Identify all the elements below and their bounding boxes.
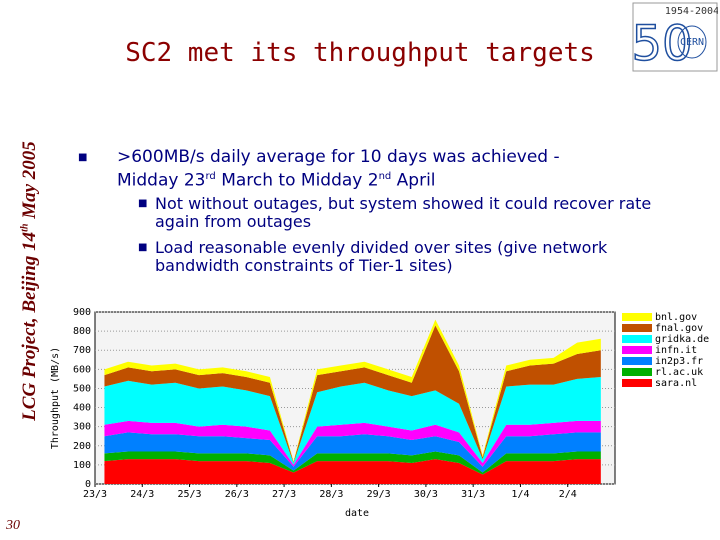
y-tick-label: 400 bbox=[73, 403, 91, 414]
x-tick-label: 23/3 bbox=[83, 489, 107, 500]
logo-frame bbox=[632, 2, 718, 72]
side-text-sup: th bbox=[19, 223, 31, 232]
bullet-marker: ■ bbox=[138, 242, 148, 253]
x-tick-label: 25/3 bbox=[177, 489, 201, 500]
y-tick-label: 200 bbox=[73, 441, 91, 452]
bullet-sup: nd bbox=[378, 171, 392, 182]
legend-swatch bbox=[622, 346, 652, 354]
x-tick-label: 2/4 bbox=[559, 489, 577, 500]
logo-years: 1954-2004 bbox=[665, 6, 718, 17]
legend-label: infn.it bbox=[655, 345, 697, 356]
y-tick-label: 0 bbox=[85, 479, 91, 490]
x-tick-label: 24/3 bbox=[130, 489, 154, 500]
y-tick-label: 800 bbox=[73, 326, 91, 337]
x-tick-label: 29/3 bbox=[367, 489, 391, 500]
bullet-part: April bbox=[391, 170, 436, 191]
page-number: 30 bbox=[6, 518, 20, 533]
legend-swatch bbox=[622, 379, 652, 387]
legend-label: sara.nl bbox=[655, 378, 697, 389]
legend-label: gridka.de bbox=[655, 334, 709, 345]
x-tick-label: 31/3 bbox=[461, 489, 485, 500]
logo-ring bbox=[677, 25, 707, 59]
logo: 1954-2004 50 CERN bbox=[632, 2, 718, 72]
legend-label: in2p3.fr bbox=[655, 356, 703, 367]
y-tick-label: 500 bbox=[73, 383, 91, 394]
y-axis-label: Throughput (MB/s) bbox=[50, 347, 61, 449]
legend-swatch bbox=[622, 335, 652, 343]
legend-swatch bbox=[622, 357, 652, 365]
area bbox=[104, 451, 601, 475]
bullet-part: March to Midday 2 bbox=[215, 170, 379, 191]
logo-name: CERN bbox=[680, 37, 704, 48]
bullet-part: >600MB/s daily average for 10 days was a… bbox=[117, 147, 560, 191]
chart: date Throughput (MB/s) 0 100 200 300 400 500 6… bbox=[50, 307, 709, 519]
bullet-marker: ■ bbox=[78, 152, 88, 163]
area bbox=[104, 325, 601, 463]
sub-bullet: Load reasonable evenly divided over site… bbox=[155, 238, 608, 275]
y-tick-label: 300 bbox=[73, 422, 91, 433]
x-tick-label: 30/3 bbox=[414, 489, 438, 500]
y-tick-label: 600 bbox=[73, 364, 91, 375]
y-tick-label: 100 bbox=[73, 460, 91, 471]
x-tick-label: 28/3 bbox=[319, 489, 343, 500]
bullet: >600MB/s daily average for 10 days was a… bbox=[117, 147, 617, 191]
sub-bullet: Not without outages, but system showed i… bbox=[155, 194, 652, 231]
x-axis-label: date bbox=[345, 508, 369, 519]
y-tick-label: 900 bbox=[73, 307, 91, 318]
bullet-marker: ■ bbox=[138, 198, 148, 209]
legend-label: fnal.gov bbox=[655, 323, 703, 334]
logo-number: 50 bbox=[632, 16, 693, 72]
legend-swatch bbox=[622, 313, 652, 321]
area bbox=[104, 420, 601, 467]
side-text-part: May 2005 bbox=[19, 141, 40, 224]
area bbox=[104, 459, 601, 484]
bullet-sup: rd bbox=[205, 171, 216, 182]
legend-label: bnl.gov bbox=[655, 312, 697, 323]
legend-swatch bbox=[622, 368, 652, 376]
slide-title: SC2 met its throughput targets bbox=[125, 38, 595, 68]
y-tick-label: 700 bbox=[73, 345, 91, 356]
legend-label: rl.ac.uk bbox=[655, 367, 703, 378]
x-tick-label: 26/3 bbox=[225, 489, 249, 500]
area bbox=[104, 432, 601, 473]
legend-swatch bbox=[622, 324, 652, 332]
x-tick-label: 27/3 bbox=[272, 489, 296, 500]
area bbox=[104, 376, 601, 465]
x-tick-label: 1/4 bbox=[511, 489, 529, 500]
